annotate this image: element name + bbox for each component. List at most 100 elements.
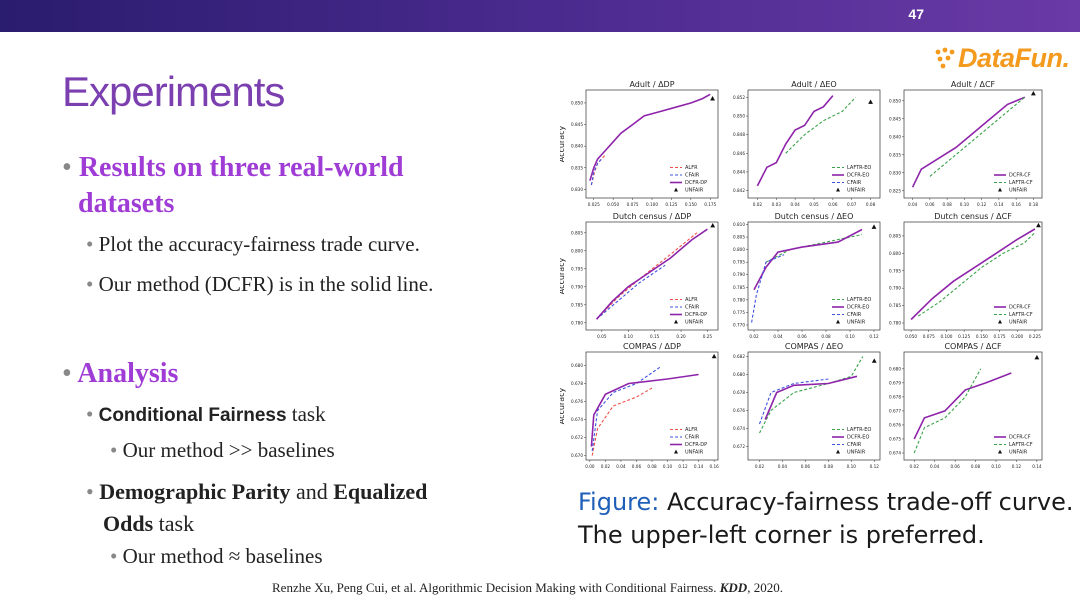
legend-label: LAFTR-EO — [847, 165, 871, 171]
x-tick-label: 0.050 — [607, 202, 619, 207]
dp-line2-rest: task — [153, 511, 195, 536]
results-heading-line1: Results on three real-world — [78, 152, 404, 183]
subplot-3: Adult / ΔCF 0.04 0.06 0.08 0.10 0.12 0.14 0.16 0… — [889, 80, 1043, 207]
series-cfair — [590, 158, 602, 186]
top-banner — [0, 0, 1080, 32]
subplot-6: Dutch census / ΔCF 0.050 0.075 0.100 0.125 0.… — [889, 212, 1043, 339]
citation-year: , 2020. — [747, 580, 783, 595]
plot-frame — [903, 89, 1043, 199]
legend-label: UNFAIR — [1009, 188, 1028, 194]
unfair-marker — [1034, 355, 1040, 360]
legend-label: ALFR — [685, 427, 698, 433]
y-tick-label: 0.678 — [889, 394, 901, 399]
y-tick-label: 0.805 — [571, 230, 583, 235]
legend-label: CFAIR — [685, 173, 700, 179]
y-tick-label: 0.850 — [733, 114, 745, 119]
unfair-marker — [710, 96, 715, 101]
y-tick-label: 0.795 — [889, 268, 901, 273]
series-dcfr-cf — [913, 372, 1012, 440]
plot-frame — [585, 221, 719, 331]
y-axis-label: Accuracy — [560, 257, 566, 294]
x-tick-label: 0.08 — [824, 464, 834, 468]
bullet-conditional-sub: • Our method >> baselines — [110, 438, 335, 462]
legend-label: UNFAIR — [1009, 450, 1028, 456]
subplot-2: Adult / ΔEO 0.02 0.03 0.04 0.05 0.06 0.07 0.08 0… — [733, 80, 881, 207]
x-tick-label: 0.03 — [772, 202, 782, 207]
y-tick-label: 0.840 — [889, 134, 901, 139]
caption-label: Figure: — [578, 488, 660, 516]
legend-label: CFAIR — [847, 442, 862, 448]
y-tick-label: 0.845 — [571, 122, 583, 127]
x-tick-label: 0.20 — [676, 334, 686, 339]
x-tick-label: 0.05 — [809, 202, 819, 207]
x-tick-label: 0.08 — [866, 202, 876, 207]
y-axis-label: Accuracy — [560, 125, 566, 162]
x-tick-label: 0.150 — [685, 202, 697, 207]
y-tick-label: 0.835 — [889, 152, 901, 157]
dp-mid: and — [290, 479, 334, 504]
x-tick-label: 0.125 — [665, 202, 677, 207]
y-tick-label: 0.678 — [571, 381, 583, 386]
unfair-marker — [1036, 222, 1041, 228]
y-tick-label: 0.800 — [571, 248, 583, 253]
y-tick-label: 0.676 — [571, 399, 583, 404]
x-tick-label: 0.175 — [704, 202, 716, 207]
caption-line2: The upper-left corner is preferred. — [578, 521, 985, 549]
subplot-title: Dutch census / ΔEO — [775, 212, 854, 221]
y-tick-label: 0.800 — [733, 247, 745, 252]
x-tick-label: 0.08 — [971, 464, 981, 468]
plot-frame — [903, 221, 1043, 331]
series-dcfr-cf — [911, 96, 1026, 188]
legend-unfair-marker — [836, 187, 840, 192]
y-tick-label: 0.780 — [571, 320, 583, 325]
series-dcfr-eo — [753, 228, 863, 291]
subplot-title: Adult / ΔDP — [629, 80, 674, 89]
y-tick-label: 0.790 — [889, 286, 901, 291]
x-tick-label: 0.16 — [709, 464, 719, 468]
series-cfair — [591, 366, 661, 452]
subplot-title: COMPAS / ΔCF — [944, 342, 1001, 351]
y-tick-label: 0.785 — [733, 285, 745, 290]
legend-label: UNFAIR — [685, 320, 704, 326]
x-tick-label: 0.12 — [870, 464, 880, 468]
x-tick-label: 0.02 — [749, 334, 759, 339]
x-tick-label: 0.06 — [950, 464, 960, 468]
x-tick-label: 0.02 — [755, 464, 765, 468]
x-tick-label: 0.08 — [647, 464, 657, 468]
logo-text: DataFun. — [958, 42, 1070, 73]
unfair-marker — [1030, 91, 1036, 96]
legend-label: LAFTR-CF — [1009, 180, 1033, 186]
subplot-4: Dutch census / ΔDP Accuracy 0.05 0.10 0.15 0.… — [560, 212, 719, 339]
legend-unfair-marker — [674, 449, 678, 454]
x-tick-label: 0.04 — [778, 464, 788, 468]
legend-label: DCFR-EO — [847, 305, 869, 311]
plot-frame — [903, 351, 1043, 461]
plot-frame — [747, 351, 881, 461]
legend-unfair-marker — [836, 319, 840, 324]
dp-bold: Demographic Parity — [99, 479, 291, 504]
legend-unfair-marker — [674, 319, 678, 324]
bullet-dp-eo: • Demographic Parity and Equalized Odds … — [86, 479, 428, 536]
legend-label: DCFR-DP — [685, 442, 707, 448]
x-tick-label: 0.150 — [976, 334, 988, 339]
x-tick-label: 0.18 — [1029, 202, 1039, 207]
y-tick-label: 0.795 — [733, 260, 745, 265]
x-tick-label: 0.075 — [627, 202, 639, 207]
bullet-dp-sub: • Our method ≈ baselines — [110, 544, 323, 568]
series-laftr-cf — [929, 96, 1026, 177]
x-tick-label: 0.12 — [869, 334, 879, 339]
x-tick-label: 0.07 — [847, 202, 857, 207]
citation-authors: Renzhe Xu, Peng Cui, et al. Algorithmic … — [272, 580, 720, 595]
x-tick-label: 0.075 — [923, 334, 935, 339]
x-tick-label: 0.10 — [960, 202, 970, 207]
series-cfair — [758, 378, 829, 425]
y-tick-label: 0.770 — [733, 322, 745, 327]
y-tick-label: 0.850 — [571, 100, 583, 105]
x-tick-label: 0.025 — [588, 202, 600, 207]
x-tick-label: 0.04 — [908, 202, 918, 207]
y-tick-label: 0.844 — [733, 169, 745, 174]
legend-label: LAFTR-EO — [847, 427, 871, 433]
y-tick-label: 0.785 — [889, 303, 901, 308]
bullet-method: • Our method (DCFR) is in the solid line… — [86, 272, 434, 296]
y-tick-label: 0.850 — [889, 98, 901, 103]
